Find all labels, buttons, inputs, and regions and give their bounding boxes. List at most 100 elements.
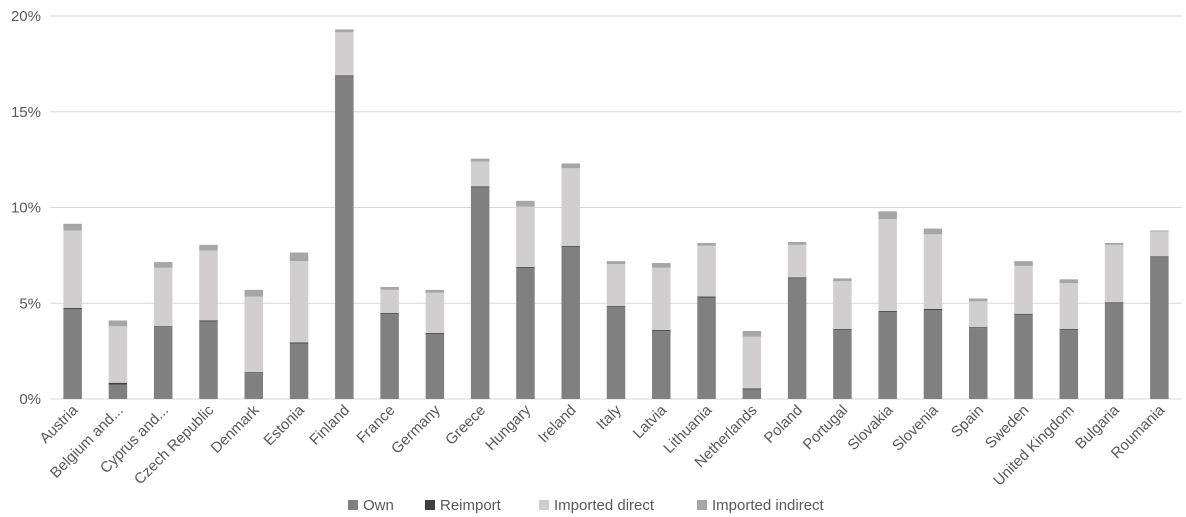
legend-label: Reimport	[440, 497, 502, 514]
bar-segment	[968, 328, 988, 399]
bar-segment	[244, 289, 264, 297]
legend-swatch	[539, 500, 549, 510]
bar-segment	[335, 76, 354, 399]
bar-segment	[63, 308, 82, 399]
bar-segment	[516, 267, 535, 399]
bar-segment	[968, 301, 988, 328]
bar-segment	[1059, 329, 1079, 331]
bar-segment	[787, 241, 807, 245]
bar-segment	[561, 245, 580, 247]
bar-segment	[153, 267, 173, 327]
bar-segment	[335, 29, 354, 33]
category-label: Slovenia	[889, 401, 942, 454]
category-label: Poland	[761, 402, 806, 447]
bar-segment	[1059, 279, 1079, 284]
bar-segment	[425, 289, 445, 293]
bar-segment	[697, 242, 716, 246]
bar-segment	[108, 320, 128, 327]
bar-segment	[335, 75, 354, 77]
bar-segment	[516, 266, 535, 268]
bar-segment	[606, 263, 626, 307]
bar-segment	[63, 230, 82, 309]
bar-segment	[244, 373, 264, 399]
bar-segment	[1150, 256, 1169, 258]
bar-segment	[833, 330, 852, 399]
category-label: Hungary	[482, 401, 534, 453]
legend-label: Imported direct	[554, 497, 655, 514]
bar-segment	[108, 384, 128, 399]
bar-segment	[425, 333, 445, 399]
bar-segment	[878, 310, 897, 312]
bar-segment	[923, 234, 943, 309]
bar-segment	[289, 342, 309, 344]
category-label: Austria	[36, 401, 81, 446]
bar-segment	[470, 161, 490, 187]
bar-segment	[244, 372, 264, 374]
bar-segment	[787, 244, 807, 278]
bar-segment	[153, 326, 173, 328]
bar-segment	[697, 296, 716, 298]
bar-segment	[561, 163, 580, 169]
bar-segment	[606, 261, 626, 264]
bar-segment	[652, 267, 671, 331]
bar-segment	[697, 297, 716, 399]
category-label: Finland	[306, 402, 353, 449]
bar-segment	[425, 332, 445, 334]
bar-segment	[787, 277, 807, 279]
bar-segment	[1059, 330, 1079, 399]
bar-segment	[1150, 231, 1169, 257]
bar-segment	[244, 296, 264, 373]
category-label: Portugal	[800, 402, 852, 454]
bar-segment	[470, 186, 490, 188]
bar-segment	[425, 292, 445, 333]
legend: Own Reimport Imported direct Imported indir…	[348, 497, 825, 514]
bar-segment	[289, 343, 309, 399]
bar-segment	[878, 218, 897, 311]
bar-segment	[63, 308, 82, 309]
bar-segment	[1150, 257, 1169, 399]
y-tick-label: 15%	[11, 104, 41, 121]
category-label: Slovakia	[844, 401, 897, 454]
bar-segment	[742, 388, 762, 390]
bar-segment	[697, 245, 716, 297]
bar-segment	[652, 263, 671, 268]
legend-swatch	[425, 500, 435, 510]
bar-segment	[1104, 244, 1124, 303]
bar-segment	[878, 311, 897, 399]
y-axis-tick-labels: 0% 5% 10% 15% 20%	[11, 8, 41, 408]
bar-segment	[561, 246, 580, 399]
bar-segment	[108, 382, 128, 385]
y-tick-label: 0%	[19, 391, 41, 408]
bar-segment	[199, 321, 218, 399]
bar-segment	[153, 327, 173, 399]
category-label: Spain	[948, 402, 987, 441]
bar-segment	[199, 250, 218, 321]
bar-segment	[652, 330, 671, 332]
bar-segment	[968, 298, 988, 302]
bar-segment	[742, 389, 762, 399]
category-label: Denmark	[208, 401, 263, 456]
bar-segment	[968, 327, 988, 329]
bar-segment	[923, 308, 943, 310]
category-label: Estonia	[260, 401, 308, 449]
bar-segment	[923, 309, 943, 399]
category-label: France	[353, 402, 398, 447]
bar-segment	[1104, 302, 1124, 304]
y-tick-label: 5%	[19, 295, 41, 312]
bar-segment	[561, 168, 580, 246]
legend-swatch	[348, 500, 358, 510]
bar-segment	[63, 223, 82, 231]
bar-segment	[199, 244, 218, 251]
bar-segment	[1014, 261, 1033, 266]
legend-swatch	[697, 500, 707, 510]
bar-segment	[289, 252, 309, 262]
bar-segment	[153, 262, 173, 268]
bar-segment	[1150, 230, 1169, 232]
bar-segment	[380, 312, 399, 314]
category-label: Latvia	[630, 401, 671, 442]
category-label: Ireland	[535, 402, 579, 446]
bar-segment	[380, 286, 399, 290]
bar-segment	[380, 313, 399, 399]
